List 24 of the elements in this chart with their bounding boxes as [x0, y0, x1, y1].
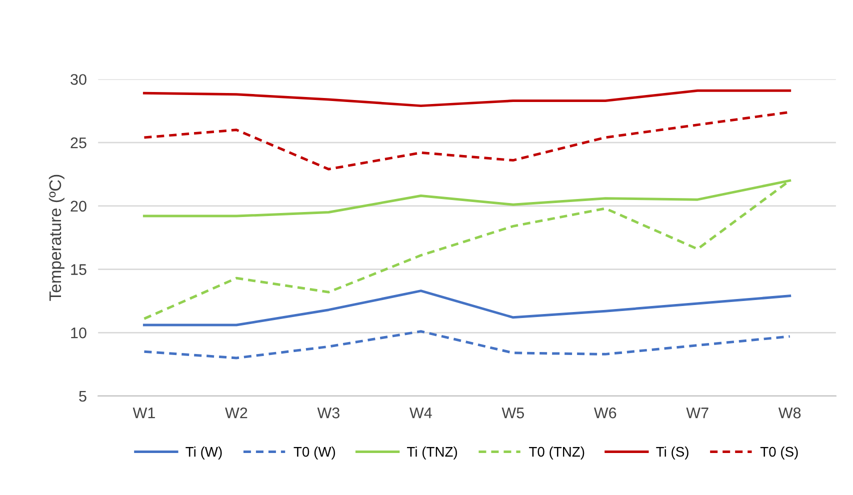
y-tick-label: 15 — [71, 264, 86, 275]
x-tick-label: W8 — [778, 408, 801, 418]
legend-label: Ti (W) — [186, 446, 222, 460]
legend-label: Ti (S) — [656, 446, 688, 460]
x-tick-label: W2 — [225, 408, 248, 418]
y-tick-label: 25 — [70, 137, 86, 148]
line-series — [142, 89, 792, 108]
y-tick-label: 10 — [71, 328, 86, 338]
x-tick-label: W6 — [594, 408, 616, 418]
y-tick-label: 5 — [79, 391, 86, 402]
x-tick-label: W7 — [686, 408, 708, 418]
y-tick-label: 30 — [70, 74, 86, 85]
x-tick-label: W4 — [410, 408, 432, 418]
legend-label: T0 (S) — [760, 446, 798, 460]
line-series — [142, 330, 792, 360]
y-tick-label: 20 — [70, 200, 86, 212]
legend-label: Ti (TNZ) — [407, 446, 458, 460]
x-tick-label: W3 — [317, 408, 340, 418]
x-tick-label: W5 — [502, 408, 524, 418]
y-axis-title: Temperature (ºC) — [48, 174, 64, 301]
legend-label: T0 (TNZ) — [529, 446, 584, 460]
line-series — [142, 290, 792, 326]
x-tick-label: W1 — [132, 408, 155, 418]
legend-label: T0 (W) — [294, 446, 336, 460]
